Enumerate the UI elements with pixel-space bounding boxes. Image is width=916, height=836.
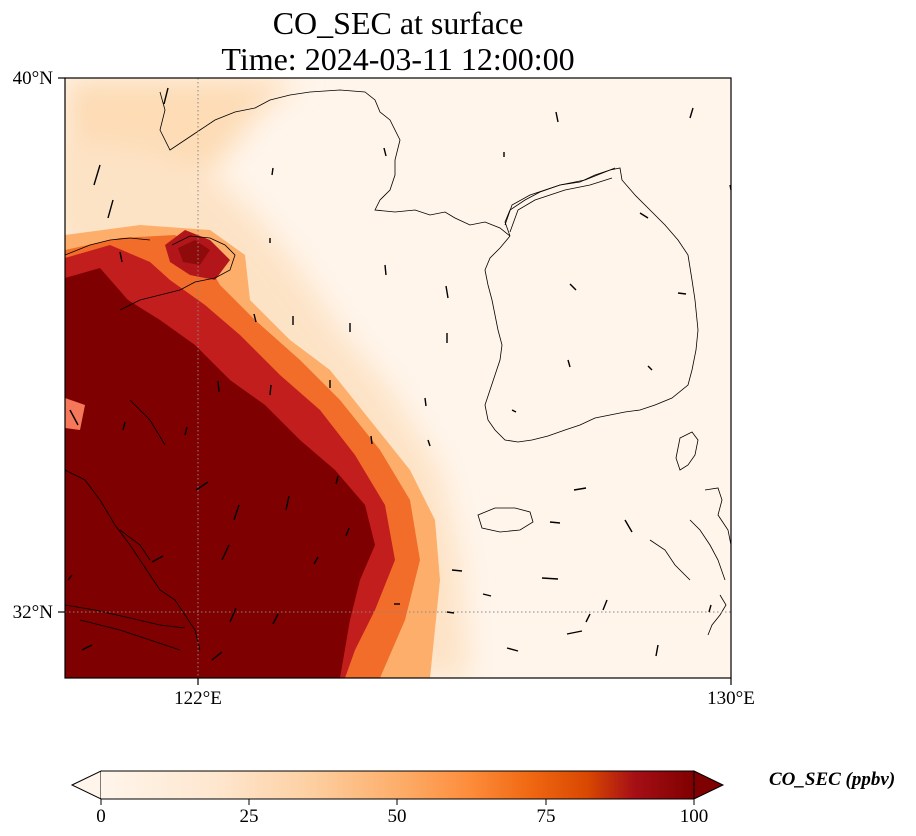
wind-vectors (67, 87, 732, 661)
lon-tick-label-130: 130°E (707, 688, 755, 709)
map-title-line2: Time: 2024-03-11 12:00:00 (221, 41, 575, 77)
colorbar-tick-25: 25 (240, 806, 259, 827)
axis-ticks (58, 77, 732, 685)
map-title-line1: CO_SEC at surface (272, 5, 524, 41)
colorbar-extend-max (693, 770, 725, 800)
colorbar: 0 25 50 75 100 (70, 770, 725, 827)
lon-tick-label-122: 122°E (174, 688, 222, 709)
colorbar-tick-100: 100 (680, 806, 709, 827)
co-concentration-field (65, 78, 731, 678)
gridlines (65, 78, 731, 678)
colorbar-tick-0: 0 (96, 806, 106, 827)
colorbar-label: CO_SEC (ppbv) (769, 769, 896, 790)
colorbar-tick-50: 50 (388, 806, 407, 827)
colorbar-extend-min (70, 770, 102, 800)
colorbar-tick-75: 75 (537, 806, 556, 827)
coastlines (65, 89, 731, 651)
map-frame (64, 77, 732, 679)
lat-tick-label-32: 32°N (13, 602, 54, 623)
lat-tick-label-40: 40°N (13, 68, 54, 89)
colorbar-gradient (101, 771, 694, 799)
